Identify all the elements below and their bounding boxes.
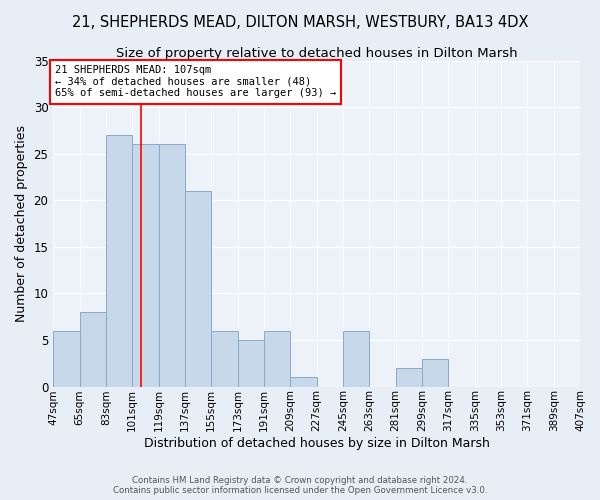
Bar: [264, 330, 290, 386]
Bar: [158, 144, 185, 386]
Text: Contains HM Land Registry data © Crown copyright and database right 2024.
Contai: Contains HM Land Registry data © Crown c…: [113, 476, 487, 495]
Y-axis label: Number of detached properties: Number of detached properties: [15, 125, 28, 322]
Bar: [185, 191, 211, 386]
Bar: [290, 377, 317, 386]
Bar: [422, 358, 448, 386]
Bar: [132, 144, 158, 386]
Title: Size of property relative to detached houses in Dilton Marsh: Size of property relative to detached ho…: [116, 48, 517, 60]
Bar: [211, 330, 238, 386]
Bar: [343, 330, 370, 386]
Text: 21 SHEPHERDS MEAD: 107sqm
← 34% of detached houses are smaller (48)
65% of semi-: 21 SHEPHERDS MEAD: 107sqm ← 34% of detac…: [55, 65, 336, 98]
Text: 21, SHEPHERDS MEAD, DILTON MARSH, WESTBURY, BA13 4DX: 21, SHEPHERDS MEAD, DILTON MARSH, WESTBU…: [72, 15, 528, 30]
Bar: [238, 340, 264, 386]
Bar: [80, 312, 106, 386]
X-axis label: Distribution of detached houses by size in Dilton Marsh: Distribution of detached houses by size …: [144, 437, 490, 450]
Bar: [106, 135, 132, 386]
Bar: [395, 368, 422, 386]
Bar: [53, 330, 80, 386]
